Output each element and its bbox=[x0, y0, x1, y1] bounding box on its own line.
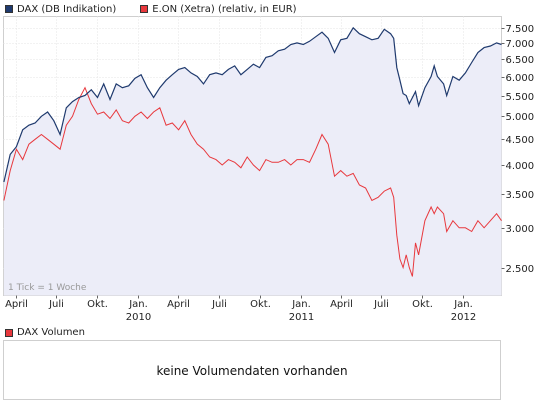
volume-legend: DAX Volumen bbox=[5, 327, 85, 338]
x-tick-label: Okt. bbox=[87, 299, 108, 310]
y-tick-label: 4.500 bbox=[506, 135, 535, 146]
y-tick-label: 7.500 bbox=[506, 24, 535, 35]
legend-label-eon: E.ON (Xetra) (relativ, in EUR) bbox=[152, 3, 297, 15]
x-year-label: 2011 bbox=[289, 312, 314, 323]
x-tick-label: Jan. bbox=[291, 299, 311, 310]
x-tick-label: Juli bbox=[211, 299, 227, 310]
y-tick-label: 7.000 bbox=[506, 39, 535, 50]
legend-swatch-eon bbox=[140, 5, 149, 13]
legend-swatch-dax bbox=[5, 5, 13, 13]
volume-legend-label: DAX Volumen bbox=[17, 327, 85, 338]
x-tick-label: Okt. bbox=[250, 299, 271, 310]
y-tick-label: 2.500 bbox=[506, 264, 535, 275]
y-tick-label: 3.000 bbox=[506, 224, 535, 235]
chart-legend: DAX (DB Indikation) E.ON (Xetra) (relati… bbox=[5, 3, 321, 15]
tick-note: 1 Tick = 1 Woche bbox=[8, 283, 87, 293]
x-tick-label: April bbox=[167, 299, 190, 310]
volume-panel: keine Volumendaten vorhanden bbox=[3, 340, 501, 400]
x-tick-label: Okt. bbox=[412, 299, 433, 310]
y-tick-label: 5.500 bbox=[506, 92, 535, 103]
legend-item-dax: DAX (DB Indikation) bbox=[5, 4, 116, 15]
x-tick-label: Juli bbox=[373, 299, 389, 310]
x-tick-label: April bbox=[330, 299, 353, 310]
y-tick-label: 6.000 bbox=[506, 73, 535, 84]
x-year-label: 2010 bbox=[126, 312, 151, 323]
volume-message: keine Volumendaten vorhanden bbox=[156, 364, 348, 378]
y-tick-label: 3.500 bbox=[506, 190, 535, 201]
series-eon-line bbox=[3, 86, 502, 277]
series-dax-area bbox=[3, 27, 502, 296]
y-tick-label: 6.500 bbox=[506, 55, 535, 66]
x-year-label: 2012 bbox=[451, 312, 476, 323]
legend-swatch-volume bbox=[5, 328, 13, 337]
main-chart: 2.500 3.000 3.500 4.000 4.500 5.000 5.500 6.000… bbox=[3, 16, 535, 323]
series-dax-line bbox=[3, 26, 502, 183]
y-tick-label: 4.000 bbox=[506, 161, 535, 172]
x-tick-label: April bbox=[5, 299, 28, 310]
legend-item-eon: E.ON (Xetra) (relativ, in EUR) bbox=[140, 3, 297, 15]
x-tick-label: Jan. bbox=[128, 299, 148, 310]
x-axis: April Juli Okt. Jan. 2010 April Juli Okt. Jan. 20… bbox=[5, 295, 476, 323]
y-axis: 2.500 3.000 3.500 4.000 4.500 5.000 5.500 6.000… bbox=[501, 24, 535, 275]
x-tick-label: Juli bbox=[48, 299, 64, 310]
y-tick-label: 5.000 bbox=[506, 112, 535, 123]
x-tick-label: Jan. bbox=[453, 299, 473, 310]
legend-label-dax: DAX (DB Indikation) bbox=[17, 3, 117, 15]
